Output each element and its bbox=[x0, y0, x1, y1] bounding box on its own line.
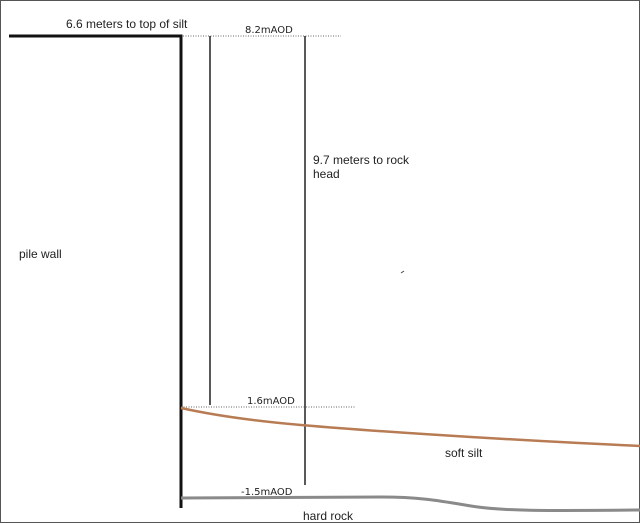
top-silt-distance-label: 6.6 meters to top of silt bbox=[66, 17, 188, 31]
soft-silt-surface-line bbox=[180, 406, 640, 448]
top-level-label: 8.2mAOD bbox=[245, 25, 293, 36]
hard-rock-label: hard rock bbox=[303, 509, 354, 523]
soft-silt-label: soft silt bbox=[445, 446, 483, 460]
silt-level-label: 1.6mAOD bbox=[247, 396, 295, 407]
hard-rock-surface-line bbox=[180, 495, 640, 513]
stray-mark bbox=[400, 270, 405, 274]
pile-wall-label: pile wall bbox=[19, 247, 62, 261]
rock-level-label: -1.5mAOD bbox=[241, 487, 293, 498]
rock-distance-label: 9.7 meters to rock head bbox=[313, 153, 410, 182]
pile-wall-outline bbox=[9, 34, 183, 508]
